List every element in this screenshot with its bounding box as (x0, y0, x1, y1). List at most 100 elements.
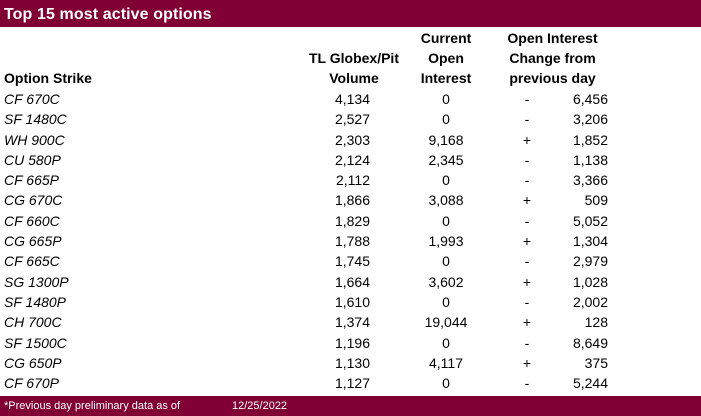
cell-option-strike: CG 665P (4, 233, 62, 250)
cell-change: 1,304 (572, 233, 608, 250)
cell-open-interest: 2,345 (428, 151, 464, 168)
cell-open-interest: 0 (442, 212, 450, 229)
header-open-interest-line-1: Current (420, 30, 472, 46)
cell-option-strike: CF 665P (4, 172, 59, 189)
cell-change-sign: + (522, 354, 532, 371)
table-row: CG 665P 1,788 1,993 + 1,304 (0, 231, 701, 251)
cell-open-interest: 9,168 (428, 131, 464, 148)
cell-change-sign: - (524, 375, 530, 392)
header-option-strike: Option Strike (4, 70, 92, 86)
cell-option-strike: CF 670C (4, 91, 60, 107)
table-row: SF 1480P 1,610 0 - 2,002 (0, 292, 701, 312)
table-row: SG 1300P 1,664 3,602 + 1,028 (0, 272, 701, 292)
table-row: CU 580P 2,124 2,345 - 1,138 (0, 150, 701, 170)
cell-change: 5,244 (572, 375, 608, 392)
cell-open-interest: 3,088 (428, 192, 464, 209)
cell-option-strike: SF 1500C (4, 334, 67, 351)
cell-change: 6,456 (572, 91, 608, 107)
table-row: CF 660C 1,829 0 - 5,052 (0, 211, 701, 231)
cell-option-strike: WH 900C (4, 131, 65, 148)
table-row: CH 700C 1,374 19,044 + 128 (0, 312, 701, 332)
table-row: CF 665C 1,745 0 - 2,979 (0, 251, 701, 271)
cell-volume: 1,664 (334, 273, 370, 290)
cell-option-strike: SF 1480P (4, 293, 67, 310)
cell-open-interest: 19,044 (424, 314, 468, 331)
cell-open-interest: 3,602 (428, 273, 464, 290)
table-row: SF 1500C 1,196 0 - 8,649 (0, 333, 701, 353)
cell-option-strike: CF 670P (4, 375, 59, 392)
table-row: CG 650P 1,130 4,117 + 375 (0, 353, 701, 373)
cell-change-sign: - (524, 91, 530, 107)
cell-volume: 1,745 (334, 253, 370, 270)
cell-volume: 1,374 (334, 314, 370, 331)
cell-option-strike: CG 650P (4, 354, 62, 371)
footer-bar (0, 396, 701, 416)
cell-change: 1,138 (572, 151, 608, 168)
cell-change: 2,002 (572, 293, 608, 310)
cell-open-interest: 0 (442, 253, 450, 270)
cell-change: 3,366 (572, 172, 608, 189)
footer-date: 12/25/2022 (232, 400, 288, 412)
cell-change: 3,206 (572, 111, 608, 128)
cell-option-strike: SF 1480C (4, 111, 67, 128)
cell-open-interest: 0 (442, 91, 450, 107)
header-change-line-2: Change from (509, 50, 596, 66)
cell-volume: 1,130 (334, 354, 370, 371)
cell-change-sign: - (524, 253, 530, 270)
table-body: CF 670C 4,134 0 - 6,456 SF 1480C 2,527 0… (0, 89, 701, 393)
cell-volume: 1,866 (334, 192, 370, 209)
table-row: SF 1480C 2,527 0 - 3,206 (0, 109, 701, 129)
header-volume-line-2: Volume (329, 70, 379, 86)
cell-volume: 2,527 (334, 111, 370, 128)
table-row: CF 665P 2,112 0 - 3,366 (0, 170, 701, 190)
table-row: CG 670C 1,866 3,088 + 509 (0, 190, 701, 210)
cell-change: 2,979 (572, 253, 608, 270)
cell-change: 375 (584, 354, 608, 371)
cell-volume: 2,124 (334, 151, 370, 168)
cell-change-sign: - (524, 111, 530, 128)
cell-change: 509 (584, 192, 608, 209)
cell-open-interest: 0 (442, 172, 450, 189)
header-change-line-3: previous day (509, 70, 596, 86)
cell-open-interest: 0 (442, 375, 450, 392)
header-open-interest-line-3: Interest (420, 70, 472, 86)
cell-change-sign: - (524, 212, 530, 229)
cell-change-sign: - (524, 293, 530, 310)
cell-open-interest: 0 (442, 293, 450, 310)
cell-change-sign: + (522, 233, 532, 250)
table-row: CF 670C 4,134 0 - 6,456 (0, 89, 701, 109)
cell-open-interest: 4,117 (429, 354, 463, 371)
cell-change-sign: - (524, 151, 530, 168)
cell-option-strike: CG 670C (4, 192, 63, 209)
footer-note: *Previous day preliminary data as of (4, 400, 181, 412)
cell-change-sign: - (524, 334, 530, 351)
cell-change: 8,649 (572, 334, 608, 351)
cell-volume: 2,303 (334, 131, 370, 148)
cell-option-strike: CH 700C (4, 314, 62, 331)
cell-volume: 1,829 (334, 212, 370, 229)
header-open-interest: Current Open Interest (395, 28, 497, 88)
title-bar (0, 0, 701, 27)
cell-change: 5,052 (572, 212, 608, 229)
cell-change: 128 (584, 314, 608, 331)
cell-volume: 2,112 (336, 172, 370, 189)
header-change: Open Interest Change from previous day (495, 28, 610, 88)
cell-change: 1,852 (572, 131, 608, 148)
table-row: WH 900C 2,303 9,168 + 1,852 (0, 130, 701, 150)
cell-volume: 1,610 (334, 293, 370, 310)
cell-option-strike: CF 660C (4, 212, 60, 229)
cell-option-strike: CU 580P (4, 151, 61, 168)
table-row: CF 670P 1,127 0 - 5,244 (0, 373, 701, 393)
cell-open-interest: 0 (442, 334, 450, 351)
cell-change-sign: - (524, 172, 530, 189)
cell-volume: 4,134 (334, 91, 370, 107)
cell-option-strike: SG 1300P (4, 273, 69, 290)
cell-change-sign: + (522, 314, 532, 331)
cell-change-sign: + (522, 192, 532, 209)
cell-option-strike: CF 665C (4, 253, 60, 270)
header-change-line-1: Open Interest (507, 30, 598, 46)
table-title: Top 15 most active options (4, 6, 212, 23)
cell-change: 1,028 (572, 273, 608, 290)
cell-volume: 1,127 (334, 375, 370, 392)
